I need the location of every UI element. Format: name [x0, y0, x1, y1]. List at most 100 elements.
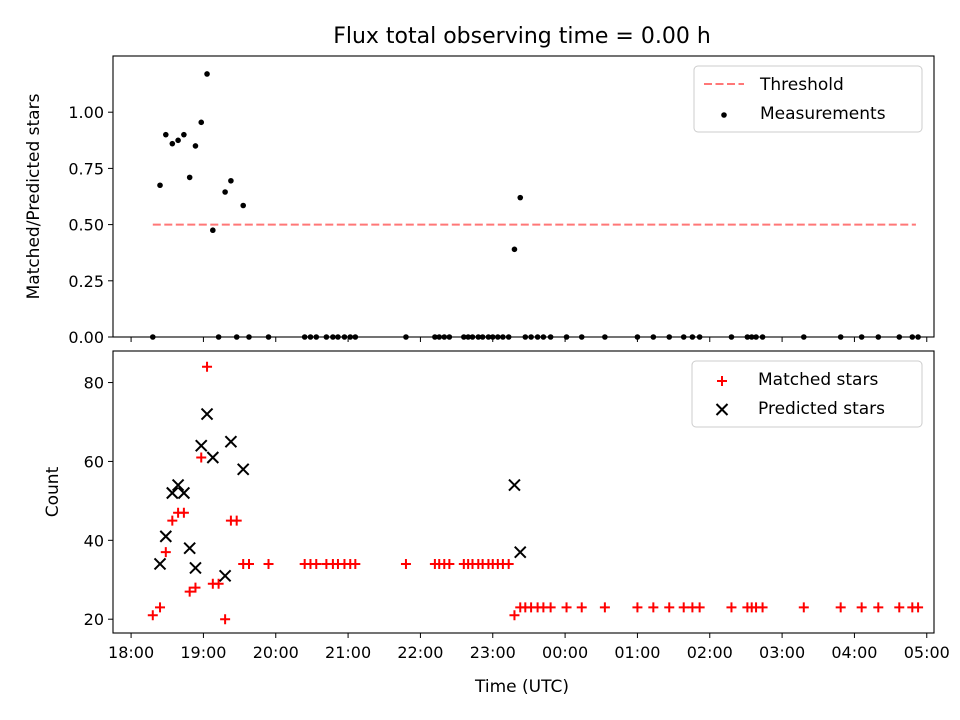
series-matched-stars: [147, 361, 924, 625]
data-point: [323, 334, 330, 340]
legend-matched-swatch: [717, 376, 727, 386]
legend-label: Matched stars: [758, 370, 878, 390]
data-point: [485, 334, 492, 340]
data-point: [505, 334, 512, 340]
plus-marker: [311, 558, 322, 569]
plus-marker: [263, 558, 274, 569]
plus-marker: [503, 558, 514, 569]
data-point: [744, 334, 751, 340]
data-point: [540, 334, 547, 340]
data-point: [436, 334, 443, 340]
data-point: [198, 119, 205, 126]
data-point: [181, 131, 187, 138]
legend-label: Measurements: [760, 104, 886, 124]
y-tick-label: 80: [84, 374, 104, 393]
plus-marker: [835, 602, 846, 613]
data-point: [341, 334, 348, 340]
data-point: [215, 334, 222, 340]
plus-marker: [726, 602, 737, 613]
x-tick-label: 04:00: [831, 643, 877, 662]
plus-marker: [576, 602, 587, 613]
data-point: [728, 334, 735, 340]
x-tick-label: 05:00: [904, 643, 950, 662]
x-tick-label: 18:00: [108, 643, 154, 662]
x-tick-label: 21:00: [325, 643, 371, 662]
plus-marker: [561, 602, 572, 613]
data-point: [578, 334, 585, 340]
x-tick-label: 23:00: [470, 643, 516, 662]
data-point: [495, 334, 501, 340]
x-tick-label: 03:00: [759, 643, 805, 662]
x-marker: [236, 463, 250, 476]
data-point: [547, 334, 554, 340]
data-point: [432, 334, 438, 340]
x-tick-label: 00:00: [542, 643, 588, 662]
plus-marker: [632, 602, 643, 613]
top-panel: 0.00 0.25 0.50 0.75 1.00 Matched/Predicted st…: [24, 55, 935, 347]
x-marker: [218, 569, 232, 583]
chart-title: Flux total observing time = 0.00 h: [333, 24, 711, 49]
plus-marker: [648, 602, 659, 613]
data-point: [875, 334, 882, 340]
plus-marker: [155, 602, 166, 613]
data-point: [210, 227, 216, 234]
data-point: [204, 71, 210, 77]
data-point: [192, 143, 199, 149]
data-point: [240, 202, 247, 209]
data-point: [858, 334, 865, 340]
series-measurements: [149, 71, 921, 340]
data-point: [689, 334, 696, 340]
x-axis-label: Time (UTC): [474, 677, 569, 697]
plus-marker: [798, 602, 809, 613]
data-point: [666, 334, 673, 340]
series-predicted-stars: [153, 407, 527, 583]
plus-marker: [184, 586, 195, 597]
data-point: [175, 137, 181, 144]
x-marker: [153, 557, 167, 571]
data-point: [528, 334, 534, 340]
data-point: [563, 334, 570, 340]
data-point: [335, 334, 341, 340]
data-point: [511, 246, 518, 253]
data-point: [517, 194, 524, 201]
data-point: [169, 140, 176, 147]
data-point: [475, 334, 482, 340]
data-point: [403, 334, 409, 340]
data-point: [265, 334, 272, 340]
plus-marker: [678, 602, 689, 613]
legend-frame: [691, 360, 923, 428]
x-marker: [171, 478, 185, 492]
x-marker: [514, 545, 527, 559]
data-point: [522, 334, 529, 340]
data-point: [602, 334, 608, 340]
data-point: [222, 189, 228, 195]
data-point: [909, 334, 916, 340]
plus-marker: [757, 602, 768, 613]
data-point: [650, 334, 657, 340]
x-tick-label: 01:00: [614, 643, 660, 662]
data-point: [489, 334, 496, 340]
y-tick-label: 1.00: [68, 103, 104, 122]
plus-marker: [694, 602, 705, 613]
y-tick-label: 0.00: [68, 328, 104, 347]
data-point: [149, 334, 156, 340]
x-marker: [177, 486, 191, 500]
x-marker: [508, 478, 521, 492]
plus-marker: [196, 452, 207, 463]
x-marker: [195, 439, 208, 452]
data-point: [896, 334, 903, 340]
x-marker: [200, 407, 214, 421]
plus-marker: [873, 602, 884, 613]
x-tick-label: 19:00: [180, 643, 226, 662]
plus-marker: [545, 602, 556, 613]
plus-marker: [599, 602, 610, 613]
plus-marker: [160, 547, 171, 558]
plus-marker: [913, 602, 924, 613]
legend-label: Threshold: [759, 75, 844, 95]
plus-marker: [147, 610, 158, 621]
legend-measurements-swatch: [721, 112, 727, 118]
data-point: [634, 334, 641, 340]
data-point: [228, 177, 234, 184]
data-point: [446, 334, 453, 340]
data-point: [307, 334, 314, 340]
